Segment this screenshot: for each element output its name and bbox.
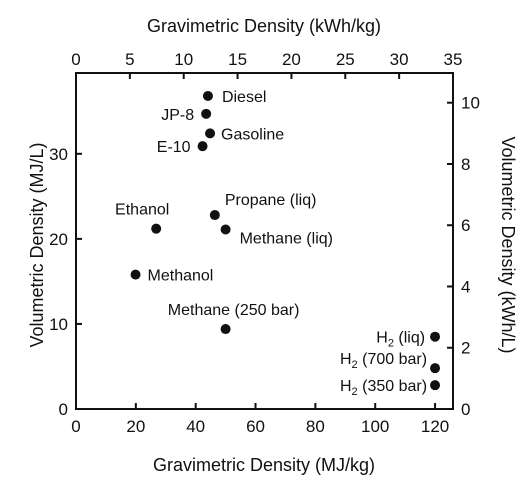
- x-tick-label-2: 40: [186, 417, 205, 436]
- data-point-2: [205, 128, 216, 139]
- x2-tick-label-4: 20: [282, 50, 301, 69]
- point-label-0: Diesel: [222, 89, 266, 106]
- data-point-10: [430, 363, 441, 374]
- plot-frame: [75, 72, 454, 410]
- point-label-8: Methane (250 bar): [168, 302, 300, 319]
- x-axis-title: Gravimetric Density (MJ/kg): [153, 455, 375, 475]
- data-point-8: [220, 324, 231, 335]
- point-label-11: H2 (350 bar): [340, 378, 427, 398]
- x-tick-label-0: 0: [71, 417, 80, 436]
- y-tick-label-3: 30: [49, 145, 68, 164]
- x2-tick-label-2: 10: [174, 50, 193, 69]
- point-label-6: Ethanol: [115, 202, 169, 219]
- point-label-3: E-10: [157, 139, 191, 156]
- y-tick-label-0: 0: [59, 400, 68, 419]
- y2-tick-label-2: 4: [461, 277, 470, 296]
- data-point-9: [430, 331, 441, 342]
- x2-tick-label-0: 0: [71, 50, 80, 69]
- point-label-1: JP-8: [161, 107, 194, 124]
- x2-tick-label-1: 5: [125, 50, 134, 69]
- y-tick-label-2: 20: [49, 230, 68, 249]
- y-tick-label-1: 10: [49, 315, 68, 334]
- data-point-0: [202, 90, 213, 101]
- axis-ticks: 0 20 40 60 80 100 120 0 5 10 15 20 25 30 35 0 10 20 30 0 2 4 6…: [49, 50, 480, 436]
- y-axis-title: Volumetric Density (MJ/L): [27, 142, 47, 347]
- x-tick-label-1: 20: [126, 417, 145, 436]
- y2-axis-title: Volumetric Density (kWh/L): [498, 136, 518, 353]
- x-tick-label-3: 60: [246, 417, 265, 436]
- point-label-10: H2 (700 bar): [340, 351, 427, 371]
- x2-tick-label-7: 35: [444, 50, 463, 69]
- x2-axis-title: Gravimetric Density (kWh/kg): [147, 16, 381, 36]
- data-point-5: [220, 224, 231, 235]
- y2-tick-label-4: 8: [461, 155, 470, 174]
- point-label-9: H2 (liq): [376, 330, 425, 350]
- x2-tick-label-3: 15: [228, 50, 247, 69]
- y2-tick-label-0: 0: [461, 400, 470, 419]
- data-point-4: [209, 210, 220, 221]
- x-tick-label-6: 120: [421, 417, 449, 436]
- x-tick-label-4: 80: [306, 417, 325, 436]
- data-points: Diesel JP-8 Gasoline E-10 Propane (liq) Metha…: [115, 89, 441, 398]
- point-label-2: Gasoline: [221, 126, 284, 143]
- y2-tick-label-3: 6: [461, 216, 470, 235]
- point-label-5: Methane (liq): [240, 231, 333, 248]
- data-point-7: [130, 269, 141, 280]
- x-tick-label-5: 100: [361, 417, 389, 436]
- data-point-11: [430, 380, 441, 391]
- data-point-3: [197, 141, 208, 152]
- y2-tick-label-1: 2: [461, 339, 470, 358]
- data-point-1: [201, 108, 212, 119]
- y2-tick-label-5: 10: [461, 94, 480, 113]
- x2-tick-label-6: 30: [390, 50, 409, 69]
- data-point-6: [151, 223, 162, 234]
- point-label-4: Propane (liq): [225, 192, 317, 209]
- point-label-7: Methanol: [148, 268, 214, 285]
- x2-tick-label-5: 25: [336, 50, 355, 69]
